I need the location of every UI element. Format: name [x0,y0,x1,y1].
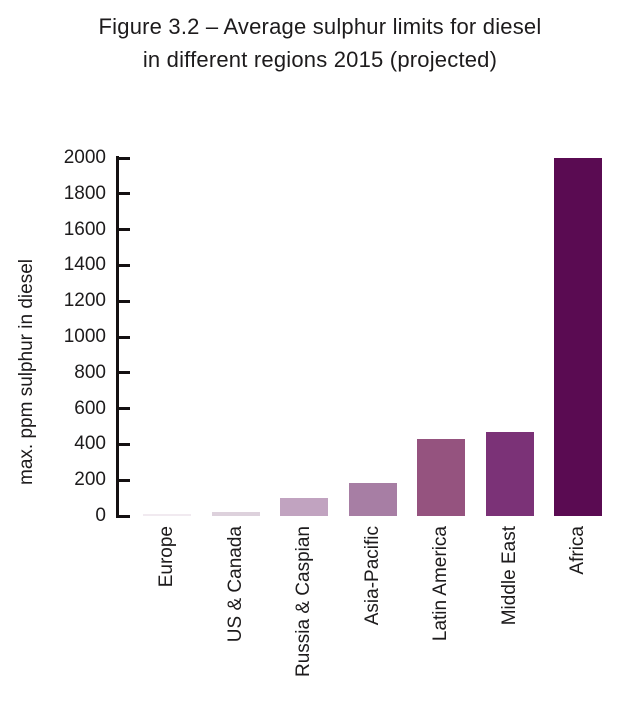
y-tick-0 [119,514,130,518]
y-tick-label-1000: 1000 [63,326,106,347]
y-tick-label-1600: 1600 [63,218,106,240]
bar-asia-pacific [348,482,397,516]
y-tick-200 [119,478,130,482]
y-tick-label-1800: 1800 [63,182,106,204]
y-tick-1000 [119,335,130,339]
y-tick-label-400: 400 [74,433,106,455]
bar-europe [143,514,191,516]
y-tick-1600 [119,228,130,232]
bar-africa [554,158,603,516]
y-tick-label-1400: 1400 [63,254,106,276]
y-tick-label-200: 200 [74,469,106,491]
chart-title: Figure 3.2 – Average sulphur limits for … [0,10,640,76]
y-tick-label-600: 600 [74,397,106,419]
chart-title-line2: in different regions 2015 (projected) [142,47,498,72]
y-tick-label-1200: 1200 [63,290,106,312]
y-tick-label-2000: 2000 [63,147,106,168]
y-tick-1200 [119,299,130,303]
x-label-latin-america: Latin America [430,526,452,642]
bar-us-canada [211,512,260,516]
y-tick-label-800: 800 [74,361,106,383]
x-label-asia-pacific: Asia-Pacific [361,526,383,626]
x-label-europe: Europe [156,526,177,588]
y-axis-line [116,156,119,518]
y-tick-600 [119,407,130,411]
bar-middle-east [485,431,534,516]
x-label-us-canada: US & Canada [224,526,246,643]
bar-latin-america [417,439,466,516]
y-tick-2000 [119,156,130,160]
y-tick-800 [119,371,130,375]
y-tick-1400 [119,263,130,267]
x-label-russia-caspian: Russia & Caspian [293,526,315,678]
bar-russia-caspian [280,498,329,516]
y-tick-1800 [119,192,130,196]
x-label-africa: Africa [567,526,589,575]
y-tick-400 [119,442,130,446]
chart-title-line1: Figure 3.2 – Average sulphur limits for … [98,14,542,39]
y-tick-label-0: 0 [95,505,106,526]
x-label-middle-east: Middle East [498,526,520,626]
